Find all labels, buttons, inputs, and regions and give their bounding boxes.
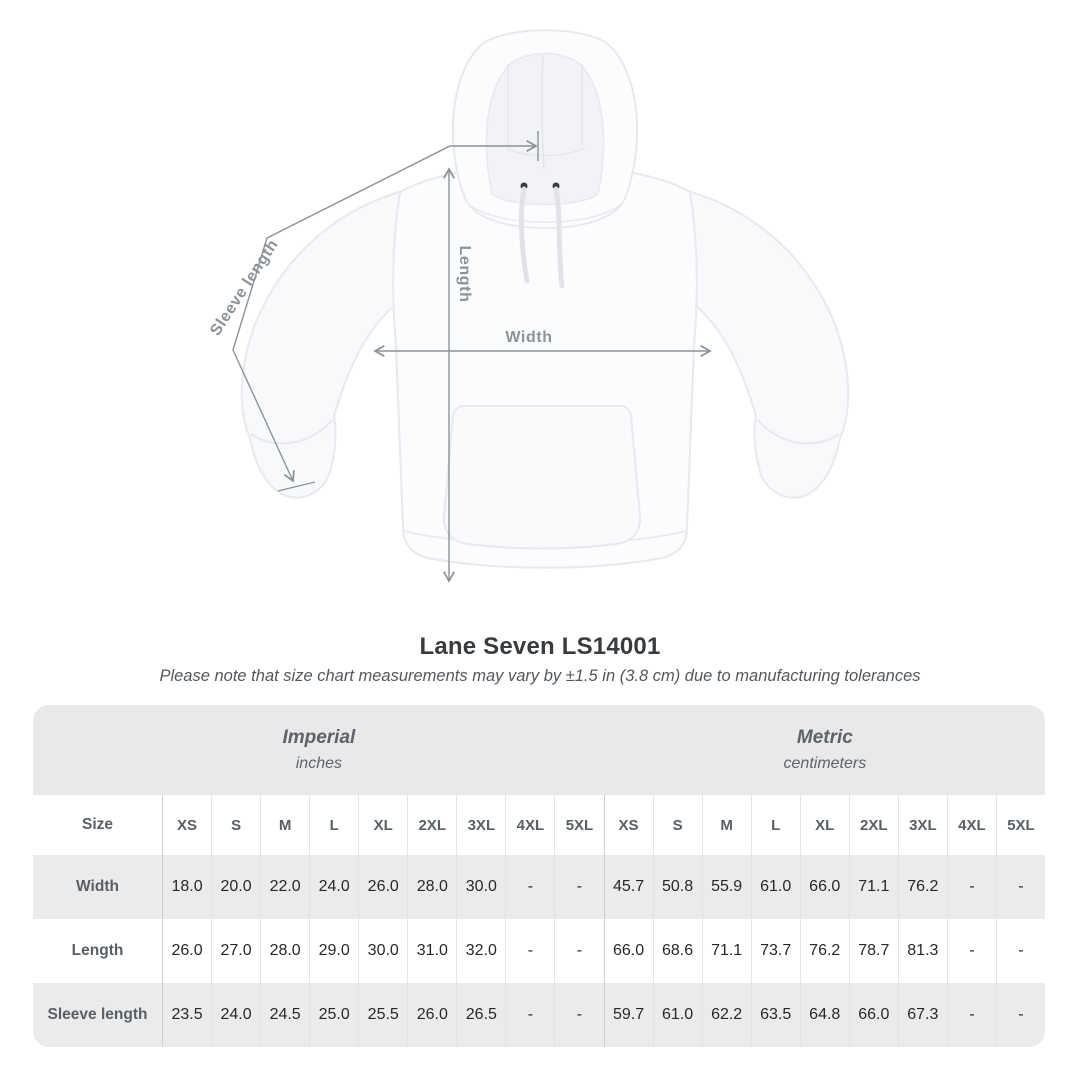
value-cell-metric: 59.7 [603,983,653,1047]
value-cell-imperial: 26.5 [456,983,506,1047]
metric-section-header: Metric centimeters [605,705,1045,795]
value-cell-imperial: 26.0 [407,983,457,1047]
metric-section-units: centimeters [783,755,867,772]
value-cell-metric: 71.1 [848,855,898,919]
size-col-header-imperial: 5XL [554,795,604,855]
value-cell-imperial: 31.0 [407,919,457,983]
size-grid: Size XS S M L XL 2XL 3XL 4XL 5XL XS S M L XL 2XL 3XL 4XL 5… [33,795,1045,1047]
value-cell-metric: 68.6 [652,919,702,983]
value-cell-imperial: 18.0 [162,855,212,919]
unit-section-header: Imperial inches Metric centimeters [33,705,1045,795]
value-cell-imperial: - [554,983,604,1047]
sleeve-length-arrow [232,139,538,483]
row-label: Length [33,919,162,983]
value-cell-metric: 76.2 [897,855,947,919]
value-cell-metric: 64.8 [799,983,849,1047]
size-col-header-metric: L [750,795,800,855]
value-cell-imperial: 25.0 [309,983,359,1047]
value-cell-metric: 50.8 [652,855,702,919]
size-col-header-metric: M [701,795,751,855]
size-col-header-imperial: XL [358,795,408,855]
tolerance-note: Please note that size chart measurements… [159,667,921,685]
metric-section-title: Metric [796,727,853,748]
value-cell-imperial: 30.0 [358,919,408,983]
imperial-section-title: Imperial [282,727,356,748]
value-cell-metric: 61.0 [750,855,800,919]
value-cell-metric: 61.0 [652,983,702,1047]
value-cell-imperial: 24.5 [260,983,310,1047]
value-cell-metric: 73.7 [750,919,800,983]
size-col-header-metric: 2XL [848,795,898,855]
value-cell-imperial: 27.0 [211,919,261,983]
value-cell-metric: 67.3 [897,983,947,1047]
value-cell-imperial: 28.0 [407,855,457,919]
drawstring [553,186,565,289]
value-cell-imperial: - [505,855,555,919]
imperial-section-units: inches [295,755,342,772]
size-col-header-metric: XL [799,795,849,855]
size-column-header: Size [33,795,162,855]
size-col-header-imperial: 2XL [407,795,457,855]
value-cell-imperial: - [505,919,555,983]
value-cell-imperial: 24.0 [309,855,359,919]
width-measure-label: Width [505,329,553,346]
size-col-header-metric: XS [603,795,653,855]
value-cell-metric: 66.0 [848,983,898,1047]
value-cell-imperial: 26.0 [162,919,212,983]
value-cell-metric: 78.7 [848,919,898,983]
value-cell-metric: 63.5 [750,983,800,1047]
value-cell-imperial: - [554,919,604,983]
size-col-header-metric: 4XL [946,795,996,855]
row-label: Width [33,855,162,919]
value-cell-imperial: 25.5 [358,983,408,1047]
size-col-header-imperial: 3XL [456,795,506,855]
value-cell-metric: - [995,855,1045,919]
value-cell-imperial: - [554,855,604,919]
value-cell-metric: 76.2 [799,919,849,983]
value-cell-imperial: 23.5 [162,983,212,1047]
size-col-header-imperial: M [260,795,310,855]
value-cell-metric: 55.9 [701,855,751,919]
value-cell-metric: - [946,855,996,919]
value-cell-imperial: 28.0 [260,919,310,983]
value-cell-imperial: 32.0 [456,919,506,983]
value-cell-imperial: 30.0 [456,855,506,919]
value-cell-metric: 81.3 [897,919,947,983]
value-cell-metric: 66.0 [603,919,653,983]
value-cell-imperial: 26.0 [358,855,408,919]
size-col-header-metric: 5XL [995,795,1045,855]
sleeve-end-tick [277,481,316,492]
size-col-header-imperial: L [309,795,359,855]
length-measure-label: Length [456,245,473,303]
size-col-header-metric: S [652,795,702,855]
value-cell-metric: - [946,983,996,1047]
value-cell-imperial: 22.0 [260,855,310,919]
value-cell-imperial: 29.0 [309,919,359,983]
size-col-header-imperial: XS [162,795,212,855]
value-cell-imperial: 24.0 [211,983,261,1047]
size-diagram: Width Length Sleeve length [207,29,850,583]
kangaroo-pocket [442,405,642,550]
size-col-header-imperial: S [211,795,261,855]
value-cell-imperial: - [505,983,555,1047]
page-title: Lane Seven LS14001 [419,633,661,660]
value-cell-metric: - [995,983,1045,1047]
size-col-header-imperial: 4XL [505,795,555,855]
value-cell-metric: 45.7 [603,855,653,919]
value-cell-metric: 71.1 [701,919,751,983]
imperial-section-header: Imperial inches [33,705,605,795]
size-chart-table: Imperial inches Metric centimeters Size X… [33,705,1045,1047]
value-cell-metric: - [946,919,996,983]
size-col-header-metric: 3XL [897,795,947,855]
measurement-arrows [232,131,712,583]
value-cell-metric: 66.0 [799,855,849,919]
value-cell-imperial: 20.0 [211,855,261,919]
row-label: Sleeve length [33,983,162,1047]
value-cell-metric: - [995,919,1045,983]
hoodie-illustration [232,29,850,583]
value-cell-metric: 62.2 [701,983,751,1047]
